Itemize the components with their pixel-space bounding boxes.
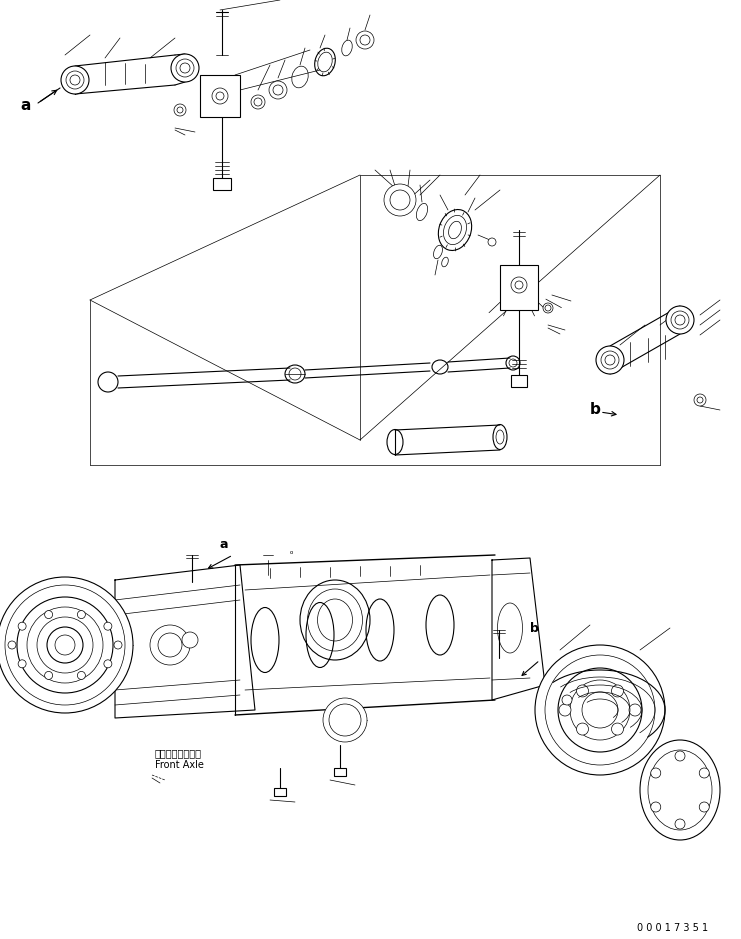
Circle shape	[558, 668, 642, 752]
Text: a: a	[20, 98, 30, 113]
Circle shape	[251, 95, 265, 109]
Circle shape	[390, 190, 410, 210]
Circle shape	[176, 59, 194, 77]
Circle shape	[212, 88, 228, 104]
Circle shape	[675, 819, 685, 829]
Circle shape	[55, 635, 75, 655]
Circle shape	[488, 238, 496, 246]
Circle shape	[77, 671, 85, 680]
Text: b: b	[590, 403, 601, 418]
Bar	[213, 178, 231, 190]
Circle shape	[576, 723, 588, 735]
Circle shape	[543, 303, 553, 313]
Circle shape	[5, 585, 125, 705]
Circle shape	[545, 305, 551, 311]
Bar	[334, 768, 346, 776]
Bar	[511, 375, 527, 387]
Circle shape	[697, 397, 703, 403]
Circle shape	[150, 625, 190, 665]
Circle shape	[171, 54, 199, 82]
Circle shape	[611, 723, 623, 735]
Text: フロントアクスル: フロントアクスル	[155, 748, 202, 758]
Circle shape	[44, 610, 53, 619]
Circle shape	[596, 346, 624, 374]
Bar	[274, 788, 286, 796]
Circle shape	[8, 641, 16, 649]
Circle shape	[104, 660, 112, 668]
Circle shape	[570, 680, 630, 740]
Circle shape	[329, 704, 361, 736]
Circle shape	[675, 751, 685, 761]
Circle shape	[273, 85, 283, 95]
Circle shape	[77, 610, 85, 619]
Circle shape	[61, 66, 89, 94]
Circle shape	[0, 577, 133, 713]
Circle shape	[511, 277, 527, 293]
Circle shape	[47, 627, 83, 663]
Circle shape	[114, 641, 122, 649]
Circle shape	[671, 311, 689, 329]
Circle shape	[559, 704, 571, 716]
Circle shape	[611, 685, 623, 697]
Text: o: o	[290, 549, 293, 555]
Text: b: b	[530, 622, 539, 635]
Circle shape	[269, 81, 287, 99]
Circle shape	[27, 607, 103, 683]
Bar	[200, 75, 240, 117]
Circle shape	[515, 281, 523, 289]
Circle shape	[323, 698, 367, 742]
Circle shape	[70, 75, 80, 85]
Circle shape	[356, 31, 374, 49]
Circle shape	[535, 645, 665, 775]
Circle shape	[180, 63, 190, 73]
Circle shape	[545, 655, 655, 765]
Circle shape	[66, 71, 84, 89]
Circle shape	[158, 633, 182, 657]
Circle shape	[605, 355, 615, 365]
Circle shape	[384, 184, 416, 216]
Circle shape	[360, 35, 370, 45]
Circle shape	[254, 98, 262, 106]
Circle shape	[651, 802, 661, 812]
Circle shape	[601, 351, 619, 369]
Bar	[500, 265, 538, 310]
Circle shape	[18, 660, 26, 668]
Circle shape	[576, 685, 588, 697]
Circle shape	[18, 623, 26, 630]
Text: Front Axle: Front Axle	[155, 760, 204, 770]
Circle shape	[562, 695, 572, 705]
Circle shape	[37, 617, 93, 673]
Circle shape	[216, 92, 224, 100]
Circle shape	[17, 597, 113, 693]
Circle shape	[666, 306, 694, 334]
Circle shape	[675, 315, 685, 325]
Circle shape	[700, 802, 709, 812]
Circle shape	[182, 632, 198, 648]
Circle shape	[177, 107, 183, 113]
Circle shape	[174, 104, 186, 116]
Circle shape	[98, 372, 118, 392]
Circle shape	[651, 768, 661, 778]
Text: 0 0 0 1 7 3 5 1: 0 0 0 1 7 3 5 1	[637, 923, 708, 933]
Circle shape	[694, 394, 706, 406]
Circle shape	[629, 704, 641, 716]
Circle shape	[104, 623, 112, 630]
Circle shape	[582, 692, 618, 728]
Circle shape	[44, 671, 53, 680]
Text: a: a	[220, 538, 228, 551]
Circle shape	[700, 768, 709, 778]
